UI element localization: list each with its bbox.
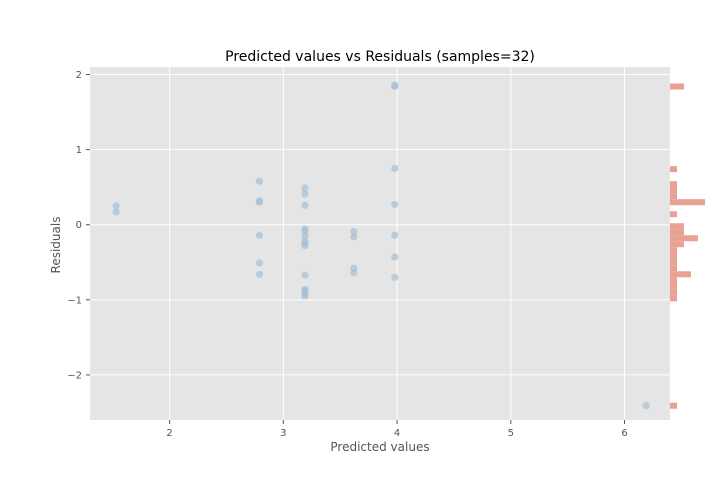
histogram-bar xyxy=(670,166,677,173)
scatter-point xyxy=(391,82,399,91)
histogram-bar xyxy=(670,402,677,409)
histogram-bar xyxy=(670,193,677,200)
histogram-bar xyxy=(670,181,677,188)
x-tick-label: 5 xyxy=(508,428,514,439)
histogram-bar xyxy=(670,253,677,260)
histogram-bar xyxy=(670,83,684,90)
histogram-bar xyxy=(670,235,698,242)
scatter-point xyxy=(301,201,309,209)
scatter-point xyxy=(350,233,358,241)
scatter-point xyxy=(255,198,264,206)
scatter-point xyxy=(255,259,264,267)
histogram-bar xyxy=(670,271,691,278)
scatter-point xyxy=(350,227,358,236)
x-tick-label: 4 xyxy=(394,428,400,439)
scatter-point xyxy=(391,200,399,209)
scatter-point xyxy=(301,232,309,240)
histogram-bar xyxy=(670,241,684,248)
x-tick-label: 3 xyxy=(280,428,286,439)
scatter-point xyxy=(255,231,264,239)
y-axis-label: Residuals xyxy=(49,217,63,274)
scatter-point xyxy=(112,202,120,210)
scatter-point xyxy=(642,402,650,410)
plot-area xyxy=(90,67,670,420)
scatter-point xyxy=(255,177,264,185)
scatter-point xyxy=(391,253,399,261)
y-tick-label: 0 xyxy=(76,220,82,231)
scatter-point xyxy=(301,190,309,198)
histogram-bar xyxy=(670,211,677,218)
x-tick-label: 6 xyxy=(621,428,627,439)
histogram-bar xyxy=(670,283,677,290)
chart-title: Predicted values vs Residuals (samples=3… xyxy=(225,49,535,65)
scatter-point xyxy=(301,184,309,192)
scatter-point xyxy=(391,273,399,281)
scatter-point xyxy=(391,164,399,172)
x-tick-label: 2 xyxy=(166,428,172,439)
histogram-bar xyxy=(670,187,677,194)
histogram-bar xyxy=(670,289,677,296)
histogram-bar xyxy=(670,229,684,236)
histogram-bar xyxy=(670,277,677,284)
histogram-bar xyxy=(670,259,677,266)
scatter-point xyxy=(255,270,264,278)
residual-histogram xyxy=(670,83,705,409)
scatter-points xyxy=(112,81,650,410)
histogram-bar xyxy=(670,199,705,206)
y-tick-label: −2 xyxy=(67,370,82,381)
y-tick-label: 1 xyxy=(76,145,82,156)
histogram-bar xyxy=(670,223,684,230)
scatter-point xyxy=(391,231,399,239)
y-tick-label: 2 xyxy=(76,70,82,81)
scatter-point xyxy=(301,292,309,300)
scatter-point xyxy=(350,269,358,277)
y-tick-label: −1 xyxy=(67,295,82,306)
histogram-bar xyxy=(670,247,677,254)
histogram-bar xyxy=(670,295,677,302)
axis-ticks: 2 3 4 5 6 −2 −1 0 1 2 xyxy=(67,70,627,439)
scatter-point xyxy=(301,242,309,250)
grid xyxy=(90,67,670,420)
scatter-point xyxy=(112,208,120,216)
x-axis-label: Predicted values xyxy=(330,440,429,454)
scatter-point xyxy=(301,271,309,279)
histogram-bar xyxy=(670,265,677,272)
